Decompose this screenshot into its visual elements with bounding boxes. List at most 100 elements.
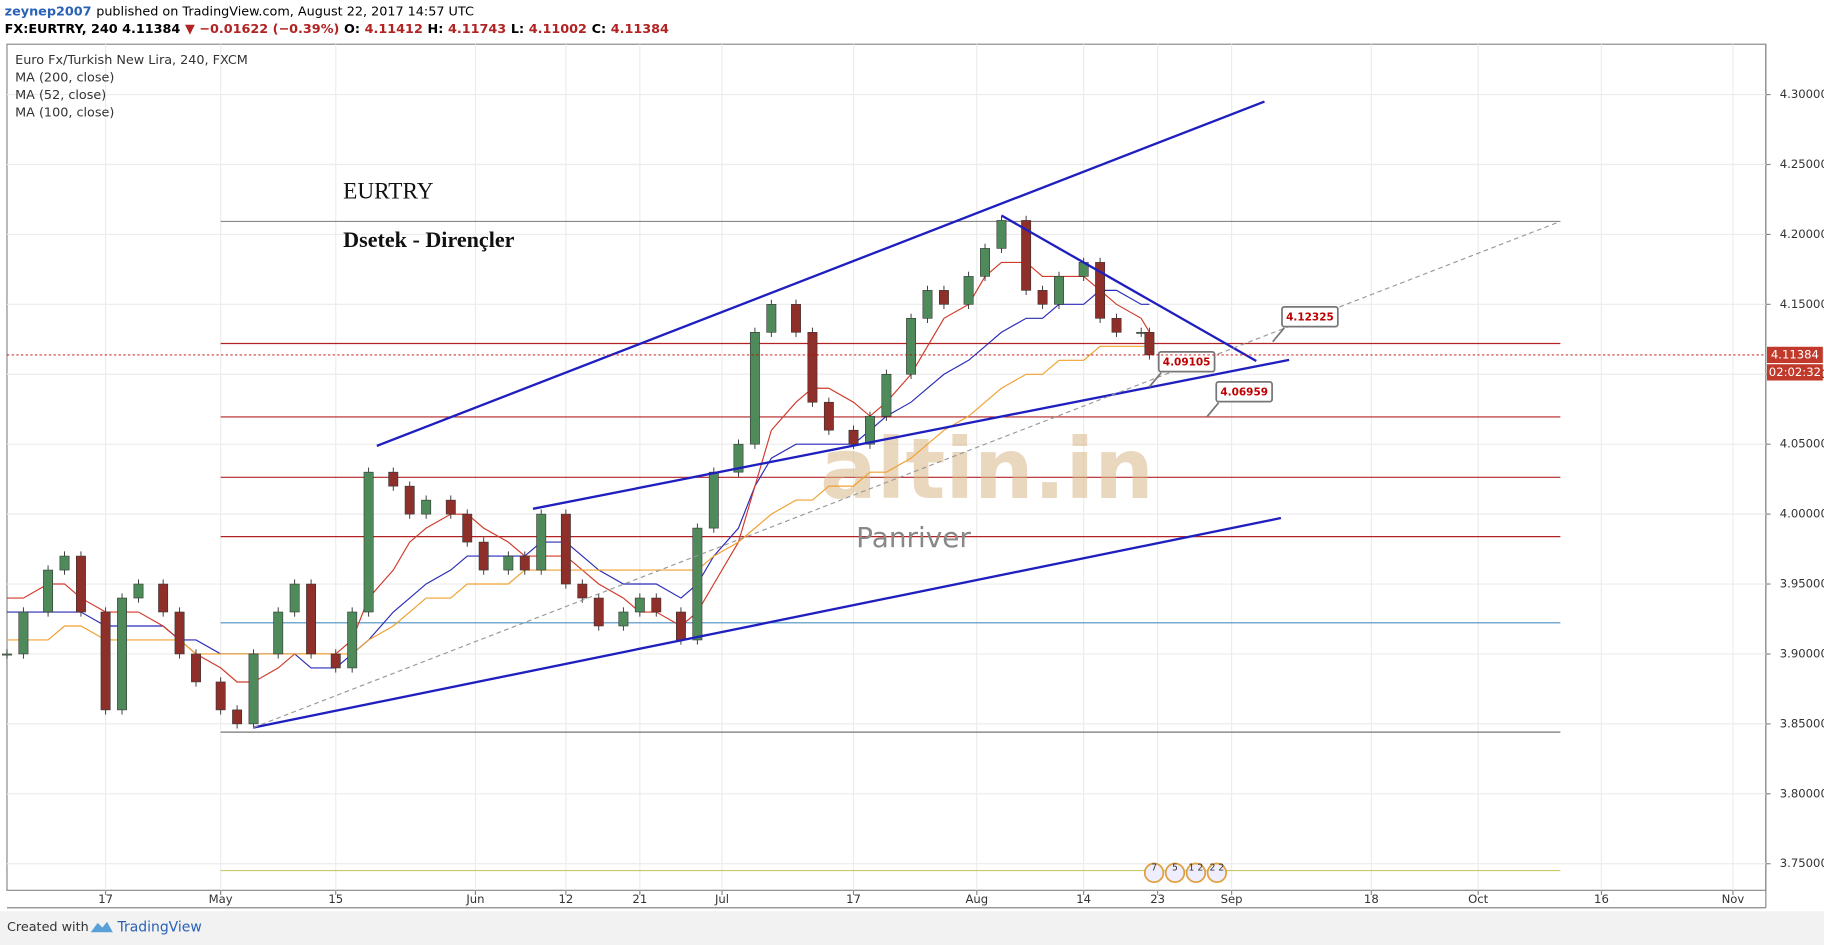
candle-body [404, 485, 415, 515]
x-tick-label: Jun [465, 892, 484, 906]
y-tick-label: 3.75000 [1780, 856, 1824, 870]
candle-body [421, 499, 432, 515]
candle-body [2, 653, 12, 656]
event-label: 2 2 [1209, 863, 1224, 874]
trendline [253, 516, 1282, 729]
candle-body [445, 499, 456, 515]
author[interactable]: zeynep2007 [5, 4, 92, 19]
ma-line [6, 289, 1150, 669]
last-price-label: 4.11384 [1771, 347, 1819, 361]
x-tick-label: May [209, 892, 233, 906]
quote-part: 4.11412 [365, 22, 423, 37]
candle-body [100, 611, 111, 711]
candle-body [1111, 318, 1122, 333]
candle-body [807, 332, 818, 403]
candle-body [618, 611, 629, 627]
candle-body [1095, 262, 1106, 319]
x-tick-label: Sep [1221, 892, 1243, 906]
candle-body [791, 304, 801, 333]
candle-body [651, 597, 662, 613]
callouts: 4.12325 4.09105 4.06959 [1148, 305, 1339, 418]
candle-body [330, 653, 341, 669]
candle-body [232, 709, 243, 725]
candle-body [577, 583, 588, 599]
header-line: zeynep2007 published on TradingView.com, … [5, 4, 474, 19]
candle-body [708, 471, 719, 529]
candle-body [273, 611, 284, 655]
x-tick-label: 15 [328, 892, 343, 906]
trendline [376, 100, 1265, 447]
x-tick-label: 16 [1594, 892, 1609, 906]
footer-bar [0, 911, 1824, 945]
quote-part: FX:EURTRY, 240 4.11384 [5, 22, 181, 37]
brand-icon [90, 921, 113, 933]
candle-body [1021, 220, 1032, 291]
y-tick-label: 4.15000 [1780, 297, 1824, 311]
x-tick-label: Nov [1722, 892, 1745, 906]
candle-body [1144, 332, 1155, 356]
quote-part: 4.11743 [448, 22, 506, 37]
quote-part: ▼ −0.01622 (−0.39%) [185, 22, 339, 37]
candle-body [865, 415, 875, 445]
trendline [1000, 214, 1257, 362]
candle-body [1054, 276, 1064, 305]
callout-pointer [1272, 327, 1286, 343]
event-label: 1 2 [1189, 863, 1204, 874]
candle-body [963, 276, 974, 305]
x-tick-label: Oct [1468, 892, 1489, 906]
x-tick-label: Jul [714, 892, 729, 906]
candle-body [906, 318, 917, 375]
callout-box [1215, 381, 1273, 403]
candle-body [306, 583, 317, 655]
footer-brand[interactable]: TradingView [116, 920, 201, 936]
quote-part: 4.11002 [529, 22, 587, 37]
quote-part: H: [428, 22, 444, 37]
candle-body [848, 429, 859, 445]
legend-entry: MA (52, close) [15, 88, 106, 103]
event-label: 5 [1172, 863, 1178, 874]
callout-label: 4.09105 [1163, 356, 1211, 368]
x-tick-label: 21 [632, 892, 647, 906]
candle-body [536, 513, 547, 571]
candle-body [174, 611, 185, 655]
candle-body [191, 653, 201, 683]
trendline [253, 220, 1561, 729]
candle-body [289, 583, 300, 613]
candle-body [692, 527, 703, 641]
candle-body [996, 220, 1007, 249]
candle-body [980, 248, 990, 277]
y-tick-label: 4.00000 [1780, 507, 1824, 521]
legend-entry: MA (200, close) [15, 70, 114, 85]
candle-body [158, 583, 169, 613]
callout-label: 4.12325 [1286, 311, 1334, 323]
candle-body [675, 611, 686, 641]
candle-body [478, 541, 489, 571]
event-label: 7 [1151, 863, 1157, 874]
y-tick-label: 3.90000 [1780, 646, 1824, 660]
y-tick-label: 4.20000 [1780, 227, 1824, 241]
trendlines [253, 100, 1561, 729]
callout-box [1281, 305, 1339, 328]
candle-body [593, 597, 604, 627]
candle-body [881, 373, 892, 417]
y-tick-label: 3.80000 [1780, 786, 1824, 800]
legend-entry: Euro Fx/Turkish New Lira, 240, FXCM [15, 53, 248, 68]
callout-label: 4.06959 [1220, 386, 1268, 398]
x-tick-label: 18 [1364, 892, 1379, 906]
quote-part: 4.11384 [611, 22, 669, 37]
candle-body [388, 471, 399, 487]
candle-body [503, 555, 514, 571]
candle-body [733, 443, 744, 473]
callout-pointer [1148, 372, 1162, 388]
y-tick-label: 4.05000 [1780, 437, 1824, 451]
candle-body [938, 290, 949, 305]
candle-body [1136, 332, 1147, 334]
candle-body [248, 653, 259, 725]
candle-body [560, 513, 571, 585]
x-tick-label: 12 [558, 892, 573, 906]
legend-entry: MA (100, close) [15, 105, 114, 120]
annotation: Dsetek - Dirençler [343, 227, 515, 252]
y-tick-label: 3.85000 [1780, 716, 1824, 730]
